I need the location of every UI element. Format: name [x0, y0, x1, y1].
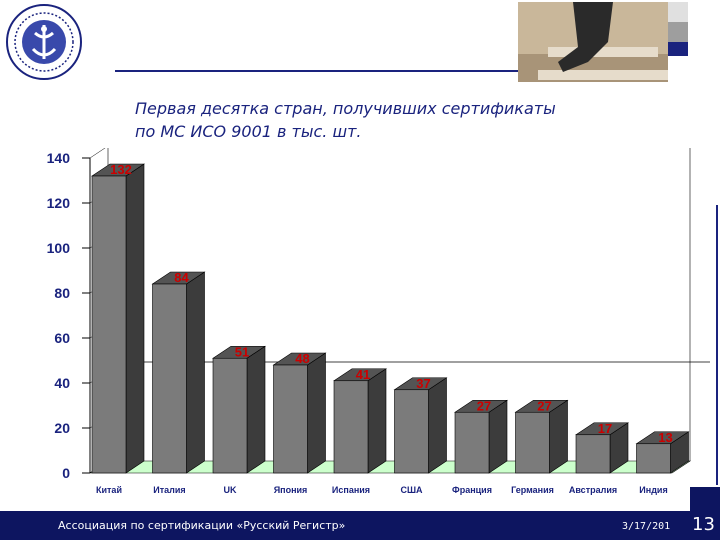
footer-bar: Ассоциация по сертификации «Русский Реги…: [0, 511, 690, 540]
bar: [575, 434, 611, 474]
bar-value-label: 51: [235, 344, 249, 359]
y-tick-label: 40: [54, 375, 70, 391]
category-label: UK: [224, 485, 237, 495]
bar: [636, 443, 671, 474]
y-tick-label: 0: [62, 465, 70, 481]
organization-seal-logo: [6, 4, 82, 80]
bar: [515, 411, 550, 474]
bar-side: [488, 399, 508, 474]
bar: [152, 283, 187, 474]
bar: [212, 357, 248, 474]
y-tick-label: 120: [47, 195, 71, 211]
bar: [333, 380, 369, 474]
y-tick-label: 20: [54, 420, 70, 436]
category-label: Испания: [332, 485, 370, 495]
chart-title: Первая десятка стран, получивших сертифи…: [135, 97, 635, 143]
footer-date: 3/17/201: [622, 521, 671, 532]
bar-value-label: 13: [658, 430, 672, 445]
bar-value-label: 48: [295, 351, 309, 366]
bar-value-label: 27: [477, 398, 491, 413]
bar-side: [549, 399, 568, 474]
category-label: Китай: [96, 485, 122, 495]
bar-side: [307, 352, 326, 474]
y-tick-label: 100: [47, 240, 71, 256]
bar-value-label: 41: [356, 367, 370, 382]
y-tick-label: 140: [47, 150, 71, 166]
category-label: Индия: [639, 485, 667, 495]
y-tick-label: 80: [54, 285, 70, 301]
bar: [454, 411, 490, 474]
bar: [91, 175, 127, 474]
bar-side: [367, 368, 387, 474]
bar-value-label: 27: [537, 398, 551, 413]
bar-value-label: 17: [598, 421, 612, 436]
bar: [394, 389, 429, 474]
bar: [273, 364, 308, 474]
footer-organization: Ассоциация по сертификации «Русский Реги…: [58, 519, 346, 532]
y-tick-depth: [89, 148, 106, 159]
y-tick-label: 60: [54, 330, 70, 346]
page-number-box: [690, 487, 720, 540]
bar-side: [125, 163, 145, 474]
header-photo: [518, 2, 688, 82]
bar-value-label: 84: [174, 270, 189, 285]
category-label: Австралия: [569, 485, 617, 495]
category-label: Франция: [452, 485, 492, 495]
bar-side: [246, 345, 266, 474]
header-divider: [115, 70, 665, 72]
right-divider: [716, 205, 718, 485]
chart-title-line-2: по МС ИСО 9001 в тыс. шт.: [135, 122, 362, 141]
category-label: Италия: [153, 485, 185, 495]
chart-title-line-1: Первая десятка стран, получивших сертифи…: [135, 99, 556, 118]
bar-value-label: 37: [416, 376, 430, 391]
category-label: Германия: [511, 485, 554, 495]
bar-side: [428, 377, 447, 474]
category-label: Япония: [274, 485, 308, 495]
bar-value-label: 132: [110, 162, 132, 177]
page-number: 13: [692, 514, 715, 535]
bar-chart: 0 20 40 60 80 100 120 140 132 Китай 84 Италия 51 UK 48…: [47, 148, 710, 495]
bar-side: [186, 271, 205, 474]
category-label: США: [400, 485, 423, 495]
